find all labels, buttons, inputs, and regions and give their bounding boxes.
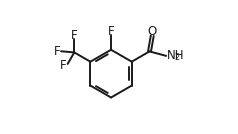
Text: F: F <box>108 25 114 38</box>
Text: F: F <box>54 45 60 58</box>
Text: F: F <box>71 29 78 42</box>
Text: NH: NH <box>167 49 184 62</box>
Text: O: O <box>148 25 157 38</box>
Text: F: F <box>60 59 67 72</box>
Text: 2: 2 <box>174 53 179 62</box>
